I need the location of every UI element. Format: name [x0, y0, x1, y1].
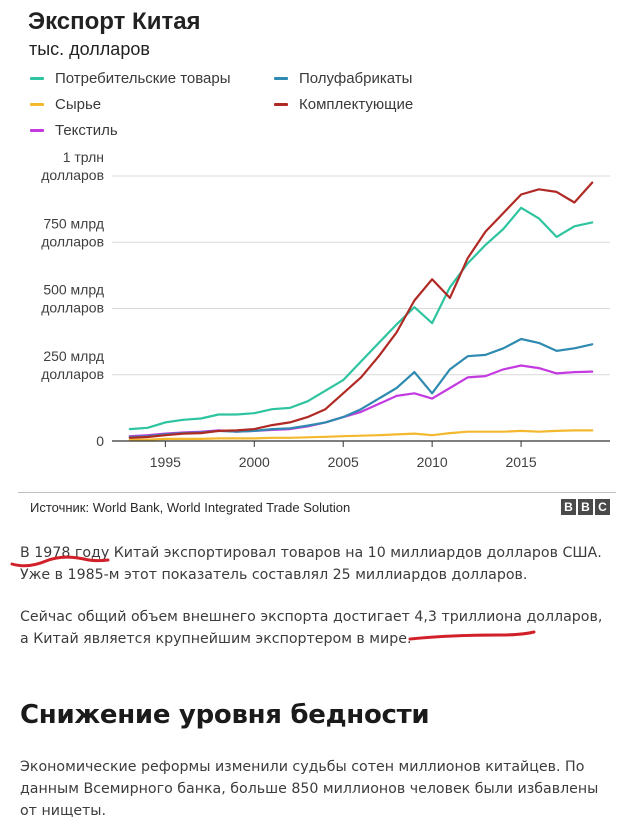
legend-swatch-raw — [30, 103, 44, 106]
bbc-logo-letter: C — [595, 499, 610, 515]
para2-comma: , — [597, 609, 603, 625]
paragraph-1-line-2: Уже в 1985-м этот показатель составлял 2… — [20, 567, 528, 583]
y-tick-label-unit: долларов — [41, 167, 104, 183]
legend-item-components: Комплектующие — [274, 96, 413, 113]
legend-item-semi: Полуфабрикаты — [274, 70, 412, 87]
y-tick-label: 1 трлн — [63, 150, 104, 165]
legend-label-raw: Сырье — [55, 96, 102, 113]
para2-prefix: Сейчас общий объем внешнего экспорта дос… — [20, 609, 415, 625]
para1-rest: Китай экспортировал товаров на 10 миллиа… — [109, 545, 602, 561]
paragraph-1: В 1978 году Китай экспортировал товаров … — [20, 542, 602, 564]
legend-label-semi: Полуфабрикаты — [299, 70, 413, 87]
y-tick-label: 750 млрд — [43, 215, 104, 231]
legend-label-consumer: Потребительские товары — [55, 70, 231, 87]
chart-card: Экспорт Китая тыс. долларов Потребительс… — [0, 0, 640, 526]
legend-swatch-consumer — [30, 77, 44, 80]
chart-footer: Источник: World Bank, World Integrated T… — [18, 492, 616, 526]
legend-item-raw: Сырье — [30, 96, 101, 113]
x-tick-label: 2010 — [417, 454, 448, 470]
underline-amount-annotation — [408, 630, 536, 641]
series-line-0 — [128, 206, 594, 431]
legend-swatch-textile — [30, 129, 44, 132]
y-tick-label: 250 млрд — [43, 348, 104, 364]
y-tick-label-unit: долларов — [41, 300, 104, 316]
chart-source: Источник: World Bank, World Integrated T… — [30, 500, 351, 515]
para1-year: 1978 — [34, 545, 71, 561]
series-line-1 — [128, 429, 594, 441]
line-chart-plot: 0 250 млрд долларов 500 млрд долларов 750 млр… — [41, 150, 610, 470]
series-line-3 — [128, 337, 594, 439]
chart-subtitle: тыс. долларов — [29, 39, 150, 59]
x-tick-label: 2000 — [239, 454, 270, 470]
footer-divider — [18, 492, 616, 493]
x-tick-label: 1995 — [150, 454, 181, 470]
paragraph-2-line-2: а Китай является крупнейшим экспортером … — [20, 631, 412, 647]
paragraph-2: Сейчас общий объем внешнего экспорта дос… — [20, 606, 602, 628]
legend-item-consumer: Потребительские товары — [30, 70, 231, 87]
bbc-logo-letter: B — [578, 499, 593, 515]
y-tick-label-unit: долларов — [41, 233, 104, 249]
y-tick-label: 0 — [96, 433, 104, 449]
y-tick-label: 500 млрд — [43, 282, 104, 298]
para1-prefix: В — [20, 545, 35, 561]
x-tick-label: 2015 — [505, 454, 536, 470]
legend-swatch-components — [274, 103, 288, 106]
y-tick-label-unit: долларов — [41, 366, 104, 382]
section-heading: Снижение уровня бедности — [20, 700, 430, 730]
paragraph-3-line-3: от нищеты. — [20, 803, 107, 819]
bbc-logo-letter: B — [561, 499, 576, 515]
legend-label-components: Комплектующие — [299, 96, 414, 113]
bbc-logo: B B C — [561, 499, 610, 515]
paragraph-3-line-1: Экономические реформы изменили судьбы со… — [20, 759, 585, 775]
chart-legend: Потребительские товары Сырье Текстиль По… — [0, 0, 640, 150]
legend-swatch-semi — [274, 77, 288, 80]
para2-highlight: 4,3 триллиона долларов — [414, 609, 598, 625]
legend-label-textile: Текстиль — [55, 122, 118, 139]
paragraph-3-line-2: данным Всемирного банка, больше 850 милл… — [20, 781, 599, 797]
legend-item-textile: Текстиль — [30, 122, 118, 139]
series-line-4 — [128, 181, 594, 439]
para1-year-word: году — [70, 545, 110, 561]
chart-title: Экспорт Китая — [28, 8, 201, 35]
x-tick-label: 2005 — [328, 454, 359, 470]
